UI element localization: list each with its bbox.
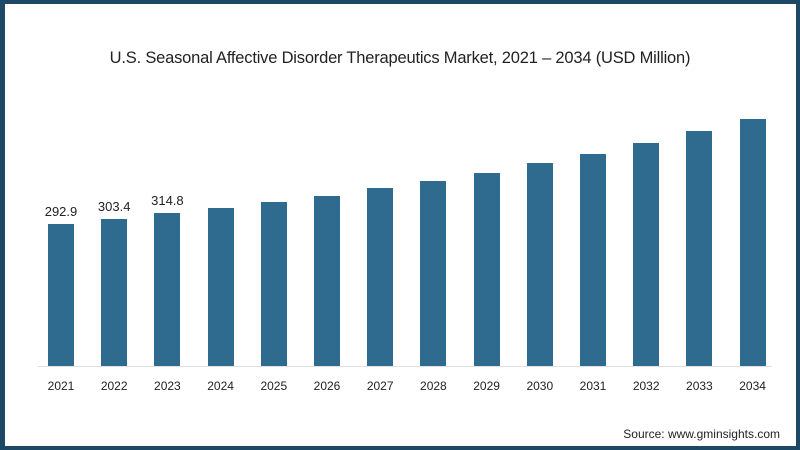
source-note: Source: www.gminsights.com bbox=[623, 427, 780, 441]
bar-2025 bbox=[260, 202, 287, 366]
bar-2032 bbox=[633, 142, 660, 366]
bar-2021 bbox=[48, 224, 74, 366]
data-label: 292.9 bbox=[44, 204, 78, 219]
x-tick-label: 2023 bbox=[154, 379, 181, 393]
x-tick-label: 2021 bbox=[47, 379, 75, 393]
x-tick-label: 2031 bbox=[579, 379, 607, 393]
x-tick-label: 2028 bbox=[420, 379, 447, 393]
x-tick-label: 2030 bbox=[526, 379, 554, 393]
bar-2027 bbox=[367, 188, 394, 366]
bar-2030 bbox=[526, 162, 553, 366]
x-tick-label: 2027 bbox=[366, 379, 394, 393]
x-tick-label: 2024 bbox=[207, 379, 234, 393]
x-axis-line bbox=[38, 366, 772, 367]
bar-2033 bbox=[686, 130, 713, 366]
bar-2024 bbox=[207, 207, 234, 366]
x-tick-label: 2025 bbox=[260, 379, 288, 393]
bar-2022 bbox=[101, 218, 128, 366]
chart-title: U.S. Seasonal Affective Disorder Therape… bbox=[109, 49, 691, 67]
x-tick-label: 2034 bbox=[739, 379, 766, 393]
x-tick-label: 2032 bbox=[632, 379, 660, 393]
bar-2026 bbox=[314, 195, 340, 366]
bar-2031 bbox=[580, 154, 606, 366]
data-label: 314.8 bbox=[151, 193, 184, 209]
data-label: 303.4 bbox=[97, 198, 131, 214]
x-tick-label: 2022 bbox=[100, 379, 128, 393]
x-tick-label: 2033 bbox=[686, 379, 713, 393]
bar-2023 bbox=[154, 213, 181, 366]
bar-2028 bbox=[420, 180, 447, 366]
x-tick-label: 2026 bbox=[313, 379, 341, 393]
bar-2029 bbox=[473, 173, 500, 366]
x-tick-label: 2029 bbox=[473, 379, 500, 393]
bar-2034 bbox=[739, 119, 766, 366]
